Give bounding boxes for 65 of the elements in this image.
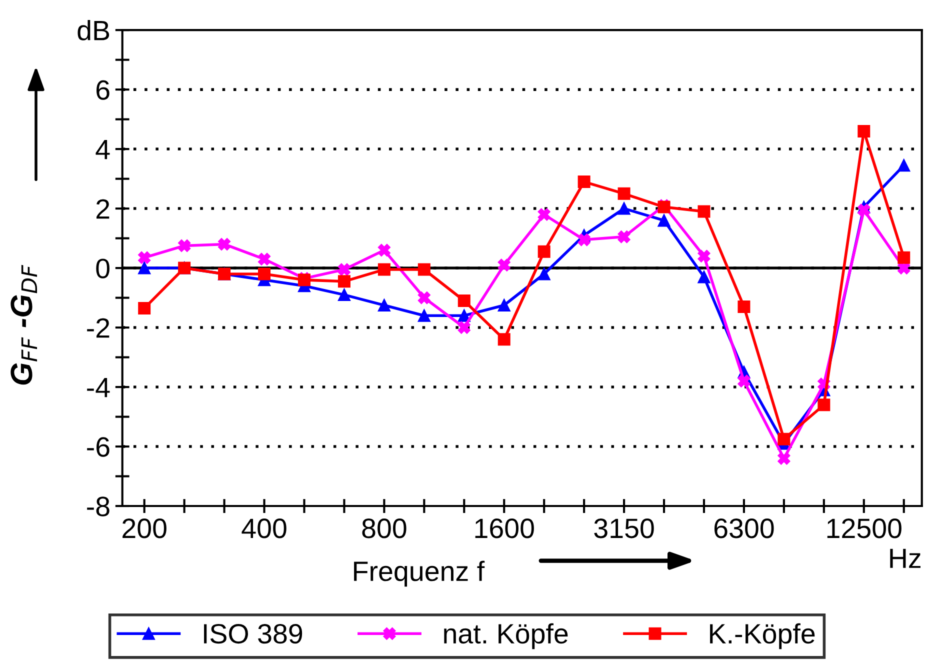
point <box>138 262 151 274</box>
point <box>538 208 550 221</box>
y-tick-label: 4 <box>96 140 110 160</box>
x-tick-label: 200 <box>122 518 166 538</box>
point <box>578 234 590 246</box>
y-tick-label: dB <box>78 20 110 40</box>
point <box>698 205 710 218</box>
x-tick-label: 400 <box>242 518 286 538</box>
legend-label: K.-Köpfe <box>710 623 815 650</box>
point <box>858 124 870 138</box>
point <box>378 244 390 256</box>
point <box>218 238 231 250</box>
point <box>458 321 470 334</box>
y-tick-label: 6 <box>96 80 110 100</box>
text: Hz <box>890 548 920 568</box>
y-tick-label: 0 <box>96 258 110 278</box>
point <box>338 288 350 302</box>
point <box>338 275 350 288</box>
point <box>458 294 470 308</box>
point <box>658 214 670 227</box>
y-tick-label: 2 <box>96 199 110 219</box>
point <box>778 452 790 465</box>
point <box>498 258 510 272</box>
x-tick-label: 3150 <box>594 518 654 538</box>
point <box>698 270 710 284</box>
point <box>738 374 750 388</box>
point <box>178 239 191 252</box>
x-axis-title: Frequenz f <box>354 560 485 587</box>
y-tick-label: -2 <box>87 318 110 338</box>
point <box>418 263 430 276</box>
point <box>818 398 830 412</box>
point <box>778 432 790 446</box>
point <box>538 268 550 280</box>
point <box>898 159 910 172</box>
point <box>618 187 630 200</box>
point <box>138 251 151 264</box>
point <box>418 309 430 322</box>
point <box>538 245 550 258</box>
point <box>898 251 910 264</box>
point <box>738 300 750 313</box>
y-tick-label: -8 <box>87 496 110 516</box>
point <box>258 252 271 266</box>
x-tick-label: 12500 <box>827 518 902 538</box>
point <box>418 292 430 304</box>
point <box>378 298 390 312</box>
point <box>698 250 710 262</box>
point <box>498 333 510 346</box>
point <box>618 202 630 215</box>
x-tick-label: 800 <box>362 518 406 538</box>
y-tick-label: -6 <box>87 437 110 457</box>
point <box>458 309 470 322</box>
legend-label: ISO 389 <box>204 624 302 644</box>
point <box>858 204 870 216</box>
point <box>498 298 510 312</box>
point <box>618 230 630 244</box>
point <box>258 268 271 280</box>
point <box>578 176 590 188</box>
y-axis-title: G$_{FF}$ -G$_{DF}$ <box>10 264 38 385</box>
x-tick-label: 6300 <box>714 518 774 538</box>
point <box>138 302 151 314</box>
legend-label: nat. Köpfe <box>444 623 568 650</box>
x-tick-label: 1600 <box>475 518 534 538</box>
point <box>378 263 390 276</box>
point <box>338 263 350 276</box>
y-tick-label: -4 <box>87 378 110 398</box>
